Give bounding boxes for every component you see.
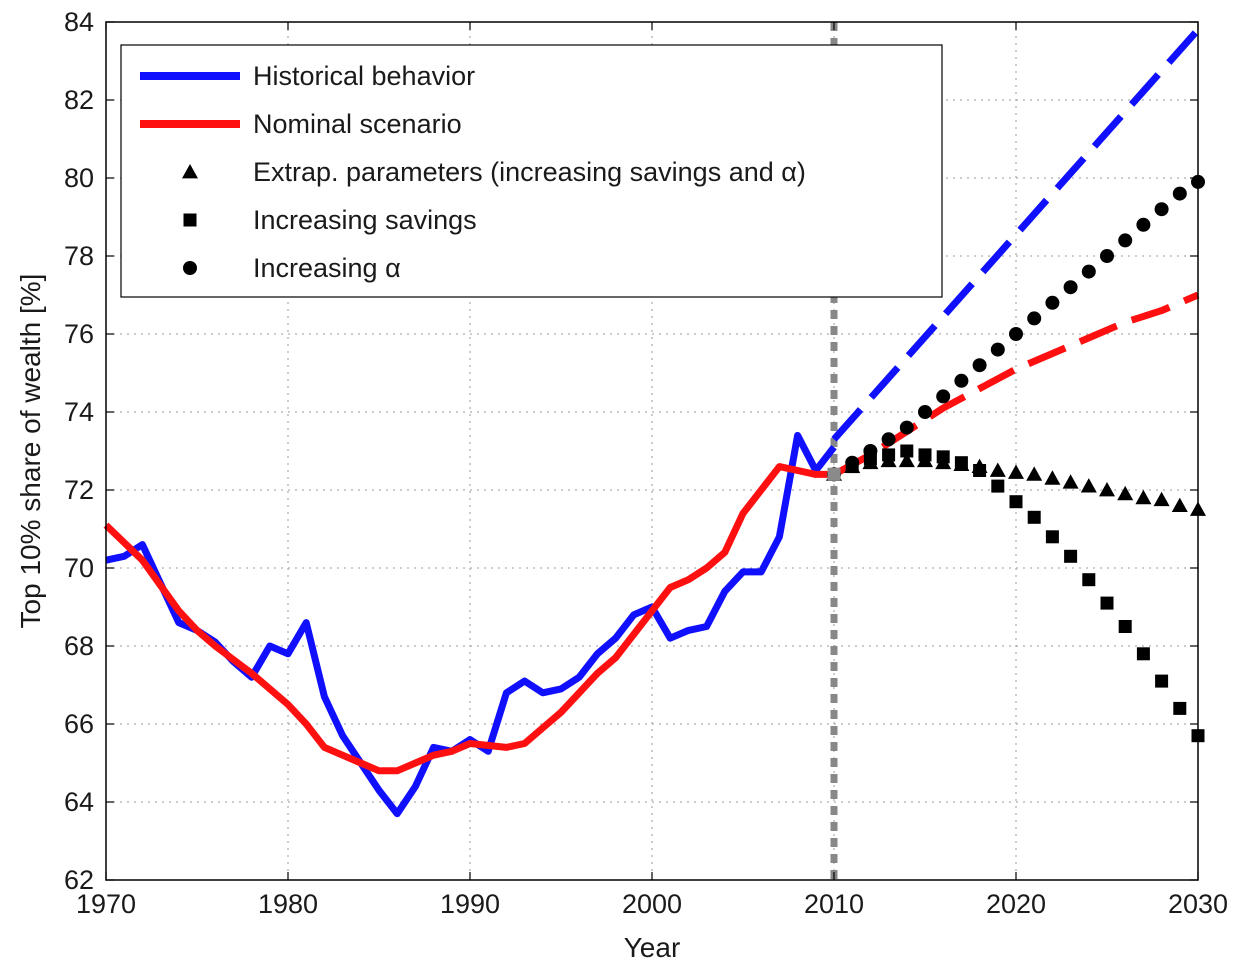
x-axis-label: Year bbox=[624, 932, 681, 963]
data-point-triangle bbox=[989, 462, 1006, 477]
data-point-circle bbox=[972, 358, 987, 373]
x-tick-label: 2030 bbox=[1168, 889, 1228, 919]
y-tick-label: 76 bbox=[64, 319, 94, 349]
data-point-circle bbox=[936, 389, 951, 404]
data-point-triangle bbox=[1044, 470, 1061, 485]
y-tick-label: 72 bbox=[64, 475, 94, 505]
legend-square-swatch bbox=[183, 213, 197, 227]
data-point-square bbox=[1064, 549, 1078, 563]
data-point-circle bbox=[1045, 295, 1060, 310]
y-tick-label: 64 bbox=[64, 787, 94, 817]
x-tick-label: 1970 bbox=[76, 889, 136, 919]
data-point-square bbox=[1045, 530, 1059, 544]
data-point-square bbox=[1173, 701, 1187, 715]
x-tick-label: 2010 bbox=[804, 889, 864, 919]
x-tick-label: 1980 bbox=[258, 889, 318, 919]
legend-label: Extrap. parameters (increasing savings a… bbox=[253, 157, 806, 187]
legend-label: Nominal scenario bbox=[253, 109, 462, 139]
data-point-circle bbox=[863, 444, 878, 458]
y-tick-label: 68 bbox=[64, 631, 94, 661]
legend-triangle-swatch bbox=[182, 164, 198, 179]
data-point-circle bbox=[954, 373, 969, 388]
data-point-square bbox=[1027, 510, 1041, 524]
y-axis-label: Top 10% share of wealth [%] bbox=[15, 274, 46, 629]
data-point-circle bbox=[1100, 249, 1114, 263]
anchor-point-2010 bbox=[827, 467, 841, 481]
legend-label: Increasing α bbox=[253, 253, 401, 283]
legend: Historical behavior Nominal scenario Extra… bbox=[120, 44, 943, 298]
data-point-square bbox=[1009, 495, 1023, 509]
data-point-square bbox=[1118, 620, 1132, 633]
legend-label: Increasing savings bbox=[253, 205, 477, 235]
legend-label: Historical behavior bbox=[253, 61, 475, 91]
data-point-circle bbox=[845, 455, 860, 470]
x-tick-label: 1990 bbox=[440, 889, 500, 919]
data-point-triangle bbox=[1153, 491, 1170, 507]
data-point-triangle bbox=[1171, 497, 1188, 512]
y-tick-label: 70 bbox=[64, 553, 94, 583]
series-line-2 bbox=[103, 463, 834, 775]
data-point-square bbox=[1100, 596, 1114, 610]
legend-box bbox=[120, 44, 943, 298]
data-point-triangle bbox=[1062, 474, 1079, 489]
legend-circle-swatch bbox=[183, 261, 197, 275]
data-point-triangle bbox=[898, 452, 915, 468]
data-point-square bbox=[1155, 674, 1169, 688]
data-point-triangle bbox=[1026, 466, 1043, 481]
data-point-square bbox=[954, 456, 968, 470]
data-point-circle bbox=[1063, 280, 1078, 295]
data-point-circle bbox=[1154, 202, 1169, 217]
y-tick-label: 80 bbox=[64, 163, 94, 193]
y-tick-label: 78 bbox=[64, 241, 94, 271]
data-point-circle bbox=[899, 420, 914, 435]
data-point-circle bbox=[918, 405, 932, 419]
data-point-triangle bbox=[1117, 485, 1134, 501]
data-point-triangle bbox=[1135, 489, 1152, 505]
data-point-circle bbox=[881, 432, 896, 447]
ticks: 1970 1980 1990 2000 2010 2020 2030 62 64 66 68 70 72… bbox=[64, 7, 1228, 919]
data-point-square bbox=[1082, 573, 1096, 587]
data-point-circle bbox=[1172, 186, 1187, 201]
data-point-square bbox=[973, 464, 987, 477]
data-point-circle bbox=[1027, 311, 1042, 326]
y-tick-label: 84 bbox=[64, 7, 94, 37]
data-point-square bbox=[918, 448, 932, 462]
data-point-square bbox=[1136, 647, 1150, 661]
series-layer bbox=[103, 22, 1206, 880]
y-tick-label: 66 bbox=[64, 709, 94, 739]
y-tick-label: 74 bbox=[64, 397, 94, 427]
series-projection-line-1 bbox=[831, 27, 1201, 442]
data-point-square bbox=[991, 479, 1005, 493]
data-point-circle bbox=[990, 342, 1005, 357]
y-tick-label: 82 bbox=[64, 85, 94, 115]
data-point-triangle bbox=[1099, 482, 1115, 497]
data-point-triangle bbox=[1008, 464, 1024, 479]
data-point-circle bbox=[1081, 264, 1096, 279]
data-point-square bbox=[882, 448, 896, 462]
data-point-square bbox=[936, 450, 950, 464]
data-point-triangle bbox=[1080, 478, 1097, 493]
x-tick-label: 2000 bbox=[622, 889, 682, 919]
data-point-circle bbox=[1118, 233, 1133, 248]
data-point-circle bbox=[1136, 217, 1151, 232]
data-point-square bbox=[900, 444, 914, 458]
y-tick-label: 62 bbox=[64, 865, 94, 895]
data-point-circle bbox=[1009, 327, 1023, 341]
x-tick-label: 2020 bbox=[986, 889, 1046, 919]
